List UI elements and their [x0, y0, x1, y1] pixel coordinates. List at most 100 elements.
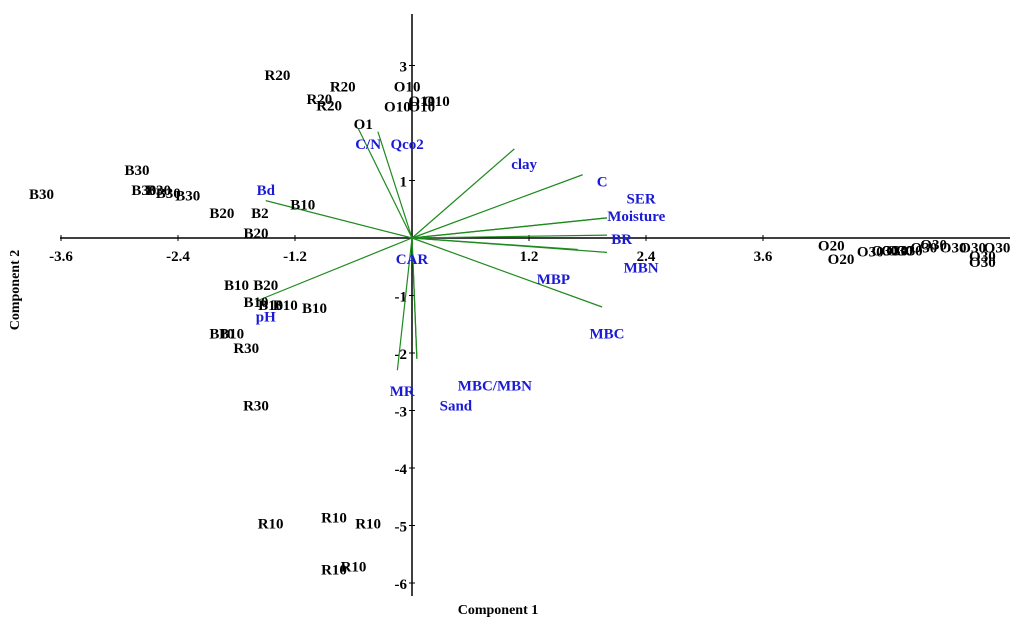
- point-label: B10: [243, 295, 268, 311]
- y-tick-label: -6: [395, 577, 408, 593]
- point-label: R10: [355, 516, 381, 532]
- vector-line: [411, 234, 608, 239]
- y-tick-label: -5: [395, 520, 408, 536]
- x-axis-title: Component 1: [458, 603, 539, 618]
- point-label: B30: [29, 187, 54, 203]
- point-label: O30: [872, 243, 899, 259]
- vector-line: [357, 128, 413, 239]
- point-label: B10: [258, 298, 283, 314]
- y-tick-label: -2: [395, 347, 408, 363]
- point-label: O30: [984, 240, 1011, 256]
- variable-label: Moisture: [607, 209, 665, 225]
- point-label: R10: [341, 560, 367, 576]
- point-label: R30: [233, 341, 259, 357]
- vector-line: [411, 217, 608, 239]
- variable-vectors: [255, 128, 608, 371]
- x-tick-label: -2.4: [166, 249, 190, 265]
- point-label: O10: [423, 94, 450, 110]
- point-label: O10: [394, 79, 421, 95]
- point-label: B10: [209, 327, 234, 343]
- x-ticks: -3.6 -2.4 -1.2 1.2 2.4 3.6: [49, 235, 773, 265]
- variable-label: MR: [390, 384, 415, 400]
- variable-label: C: [597, 174, 608, 190]
- point-label: R20: [330, 79, 356, 95]
- point-label: O10: [408, 100, 435, 116]
- point-label: O30: [886, 243, 913, 259]
- point-label: B30: [175, 189, 200, 205]
- y-ticks: -6 -5 -4 -3 -2 -1 1 3: [395, 60, 415, 593]
- vector-line: [396, 237, 413, 371]
- point-label: R20: [306, 92, 332, 108]
- point-label: O30: [881, 243, 908, 259]
- point-label: O1: [354, 117, 373, 133]
- point-label: O30: [896, 243, 923, 259]
- point-label: O20: [818, 239, 845, 255]
- variable-label: CAR: [396, 252, 429, 268]
- axes: [60, 14, 1010, 596]
- variable-label: pH: [256, 309, 276, 325]
- point-label: O30: [920, 238, 947, 254]
- point-label: B30: [131, 183, 156, 199]
- variable-label: Sand: [440, 399, 473, 415]
- point-label: B30: [146, 183, 171, 199]
- point-label: B2: [251, 206, 269, 222]
- point-label: B30: [156, 186, 181, 202]
- y-tick-label: 3: [400, 60, 408, 76]
- vector-line: [411, 237, 578, 251]
- vector-line: [265, 200, 413, 239]
- y-axis-title: Component 2: [8, 250, 23, 331]
- variable-label: MBC: [590, 327, 625, 343]
- point-label: B10: [302, 301, 327, 317]
- point-label: O30: [940, 240, 967, 256]
- vector-line: [411, 237, 418, 359]
- point-label: O30: [959, 240, 986, 256]
- point-label: O30: [969, 255, 996, 271]
- point-label: B20: [243, 226, 268, 242]
- point-label: R10: [258, 516, 284, 532]
- point-label: O10: [384, 100, 411, 116]
- point-label: O30: [911, 240, 938, 256]
- variable-label: MBP: [537, 272, 570, 288]
- point-label: O30: [969, 249, 996, 265]
- variable-label: SER: [627, 192, 656, 208]
- point-label: O10: [408, 94, 435, 110]
- variable-label: MBN: [624, 261, 659, 277]
- point-label: B10: [224, 278, 249, 294]
- point-label: B10: [273, 298, 298, 314]
- point-label: B20: [253, 278, 278, 294]
- variable-label: BR: [611, 232, 632, 248]
- vector-line: [411, 174, 583, 239]
- point-label: R20: [316, 98, 342, 114]
- y-tick-label: 1: [400, 175, 408, 191]
- variable-label: Qco2: [390, 137, 423, 153]
- vector-line: [377, 131, 413, 239]
- point-label: R10: [321, 562, 347, 578]
- point-label: R30: [243, 399, 269, 415]
- vector-line: [411, 148, 515, 239]
- point-label: O20: [828, 252, 855, 268]
- variable-label: Bd: [257, 183, 276, 199]
- vector-line: [411, 237, 603, 308]
- variable-label: clay: [511, 157, 537, 173]
- point-label: B10: [290, 197, 315, 213]
- x-tick-label: -3.6: [49, 249, 73, 265]
- point-label: B10: [219, 327, 244, 343]
- point-label: B20: [209, 206, 234, 222]
- point-label: B30: [125, 163, 150, 179]
- point-label: R10: [321, 511, 347, 527]
- vector-line: [255, 237, 413, 302]
- y-tick-label: -4: [395, 462, 408, 478]
- y-tick-label: -3: [395, 405, 408, 421]
- x-tick-label: 2.4: [637, 249, 656, 265]
- variable-label: MBC/MBN: [458, 378, 532, 394]
- variable-label: C/N: [355, 137, 381, 153]
- x-tick-label: -1.2: [283, 249, 307, 265]
- point-label: R20: [265, 68, 291, 84]
- x-tick-label: 1.2: [520, 249, 539, 265]
- y-tick-label: -1: [395, 290, 408, 306]
- x-tick-label: 3.6: [754, 249, 773, 265]
- point-label: O30: [857, 244, 884, 260]
